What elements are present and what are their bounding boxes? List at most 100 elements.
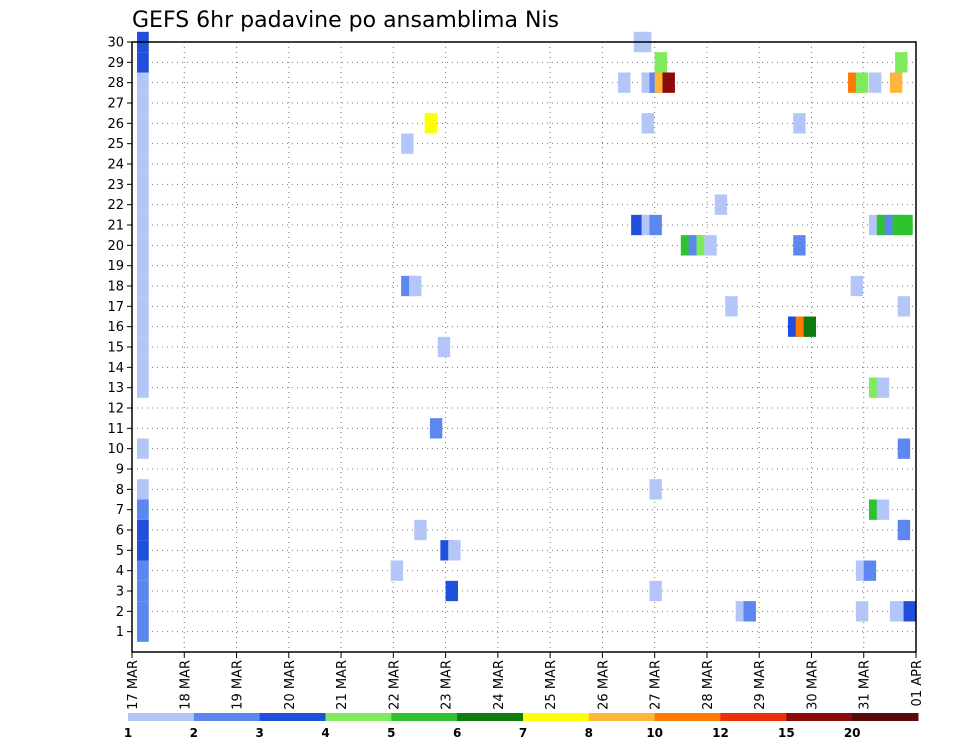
- precip-cell: [649, 214, 662, 236]
- y-tick-label: 22: [107, 198, 124, 213]
- y-tick-label: 25: [107, 137, 124, 152]
- precip-cell: [137, 113, 149, 134]
- precip-cell: [137, 72, 149, 93]
- precip-cell: [137, 52, 149, 73]
- precip-cell: [654, 52, 668, 73]
- colorbar-segment: [720, 713, 787, 721]
- x-tick-label: 26 MAR: [596, 660, 611, 710]
- y-tick-label: 8: [116, 483, 124, 498]
- precip-cell: [390, 560, 404, 581]
- precip-cell: [137, 255, 149, 276]
- x-tick-label: 23 MAR: [440, 660, 455, 710]
- precip-cell: [448, 540, 461, 561]
- precip-cell: [137, 519, 149, 541]
- y-tick-label: 6: [116, 524, 124, 539]
- precip-cell: [897, 438, 911, 459]
- precip-cell: [850, 275, 864, 297]
- x-tick-label: 28 MAR: [701, 660, 716, 710]
- x-tick-label: 17 MAR: [126, 660, 141, 710]
- y-axis-ticks: 1234567891011121314151617181920212223242…: [107, 36, 132, 640]
- colorbar-segment: [128, 713, 195, 721]
- y-tick-label: 1: [116, 625, 124, 640]
- precip-cell: [137, 560, 149, 581]
- y-tick-label: 10: [107, 442, 124, 457]
- y-tick-label: 30: [107, 36, 124, 51]
- colorbar-segment: [325, 713, 392, 721]
- colorbar-label: 20: [844, 726, 861, 740]
- precip-cell: [803, 316, 817, 337]
- y-tick-label: 2: [116, 605, 124, 620]
- precip-cell: [895, 52, 908, 73]
- precip-cell: [631, 214, 644, 236]
- colorbar-segment: [193, 713, 261, 721]
- precip-cell: [137, 377, 149, 398]
- colorbar-label: 15: [778, 726, 795, 740]
- precip-cell: [903, 601, 916, 622]
- precip-cell: [137, 540, 149, 561]
- precip-cell: [137, 316, 149, 337]
- colorbar-label: 10: [646, 726, 663, 740]
- y-tick-label: 16: [107, 320, 124, 335]
- precip-cell: [137, 357, 149, 378]
- precip-cell: [137, 214, 149, 236]
- precip-cell: [137, 479, 149, 500]
- precip-cell: [137, 499, 149, 520]
- precip-cell: [714, 194, 728, 215]
- y-tick-label: 17: [107, 300, 124, 315]
- precip-cell: [137, 133, 149, 154]
- precip-cell: [897, 296, 911, 317]
- y-tick-label: 28: [107, 76, 124, 91]
- grid-lines: [132, 42, 916, 652]
- x-tick-label: 27 MAR: [649, 660, 664, 710]
- colorbar-label: 1: [124, 726, 132, 740]
- y-tick-label: 26: [107, 117, 124, 132]
- precip-cell: [437, 336, 451, 358]
- y-tick-label: 12: [107, 402, 124, 417]
- y-tick-label: 19: [107, 259, 124, 274]
- precip-cell: [641, 113, 655, 134]
- precip-cell: [876, 499, 890, 520]
- precip-cell: [704, 235, 717, 256]
- y-tick-label: 3: [116, 585, 124, 600]
- precip-cell: [137, 621, 149, 642]
- colorbar-label: 3: [255, 726, 263, 740]
- precip-cell: [662, 72, 675, 93]
- precip-cell: [855, 72, 869, 93]
- x-tick-label: 18 MAR: [178, 660, 193, 710]
- y-tick-label: 11: [107, 422, 124, 437]
- colorbar-label: 12: [712, 726, 729, 740]
- y-tick-label: 5: [116, 544, 124, 559]
- colorbar: 1 2 3 4 5 6 7 8 10 12 15 20: [124, 713, 919, 740]
- x-tick-label: 30 MAR: [805, 660, 820, 710]
- y-tick-label: 18: [107, 280, 124, 295]
- precip-cell: [889, 72, 903, 93]
- x-tick-label: 31 MAR: [858, 660, 873, 710]
- precip-cell: [618, 72, 631, 93]
- precip-cell: [137, 153, 149, 175]
- y-tick-label: 24: [107, 158, 124, 173]
- precip-cell: [137, 92, 149, 114]
- precip-cell: [793, 235, 806, 256]
- colorbar-label: 7: [519, 726, 527, 740]
- y-tick-label: 29: [107, 56, 124, 71]
- precip-cell: [137, 580, 149, 602]
- x-tick-label: 22 MAR: [387, 660, 402, 710]
- y-tick-label: 15: [107, 341, 124, 356]
- precip-cells: [137, 31, 916, 642]
- y-tick-label: 14: [107, 361, 124, 376]
- precip-cell: [793, 113, 806, 134]
- colorbar-segment: [259, 713, 326, 721]
- precip-cell: [429, 418, 443, 439]
- precip-cell: [401, 133, 414, 154]
- precip-cell: [855, 601, 869, 622]
- colorbar-segment: [457, 713, 524, 721]
- colorbar-segment: [852, 713, 919, 721]
- colorbar-label: 5: [387, 726, 395, 740]
- colorbar-label: 8: [585, 726, 593, 740]
- precip-cell: [424, 113, 438, 134]
- colorbar-segment: [588, 713, 656, 721]
- precip-cell: [868, 72, 882, 93]
- y-tick-label: 21: [107, 219, 124, 234]
- precip-cell: [863, 560, 877, 581]
